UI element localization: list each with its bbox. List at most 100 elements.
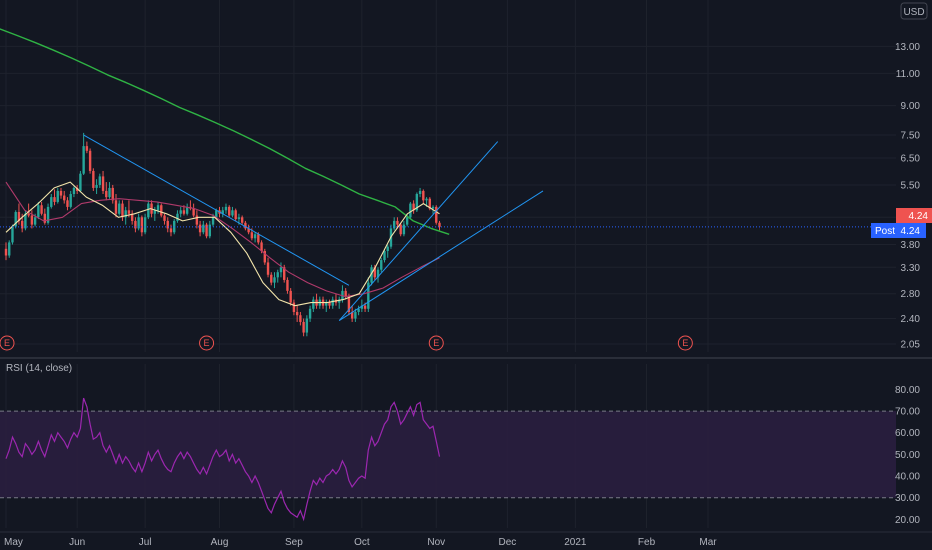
candle (166, 217, 169, 233)
candle-body (292, 302, 296, 312)
price-tick-label: 2.40 (901, 314, 921, 325)
candle (63, 190, 66, 204)
candle (179, 206, 182, 218)
candle-body (169, 228, 173, 233)
candle-body (331, 299, 334, 306)
candle-body (121, 203, 124, 218)
currency-label: USD (903, 7, 924, 18)
price-tick-label: 2.05 (901, 339, 921, 350)
candle (402, 220, 406, 237)
candle (422, 189, 425, 204)
candle (75, 184, 79, 195)
candle-body (202, 224, 205, 233)
candle (40, 201, 43, 216)
rsi-axis[interactable]: 80.00 70.00 60.00 50.00 40.00 30.00 20.00 (895, 385, 920, 526)
candle-body (105, 190, 108, 198)
candle-body (409, 203, 412, 218)
candle (292, 299, 296, 316)
candle-body (198, 224, 202, 233)
candle-body (270, 274, 273, 283)
earnings-circle (677, 335, 693, 351)
candle (169, 224, 173, 237)
price-tick-label: 5.50 (901, 180, 921, 191)
candle (156, 201, 160, 214)
candle-body (215, 210, 218, 218)
candle-body (363, 305, 367, 309)
candle-body (370, 267, 373, 283)
candle (118, 200, 121, 216)
candle-body (263, 251, 266, 263)
trendlines[interactable] (83, 134, 544, 322)
candle-body (195, 215, 199, 225)
earnings-circle (428, 335, 444, 351)
candle (273, 272, 276, 289)
candle-body (43, 213, 47, 223)
candle-body (237, 217, 241, 220)
candle-body (153, 210, 157, 214)
candle (185, 203, 189, 216)
candle (53, 189, 56, 206)
candle-body (312, 299, 315, 309)
candle-body (208, 224, 212, 237)
candle-body (179, 210, 182, 214)
candle (376, 267, 380, 283)
earnings-marker: E (0, 335, 15, 351)
candle (85, 141, 89, 154)
candle-body (182, 210, 186, 214)
candle-body (59, 190, 63, 196)
candle-body (418, 190, 422, 195)
candle-body (260, 242, 263, 252)
candlestick-series[interactable] (4, 132, 441, 337)
rsi-tick-label: 30.00 (895, 493, 920, 504)
candle-body (347, 296, 351, 312)
candle-body (98, 176, 102, 185)
candle-body (163, 215, 166, 221)
candle (59, 187, 63, 199)
candle-body (156, 205, 160, 211)
currency-badge[interactable] (900, 2, 928, 20)
candle (328, 299, 331, 309)
price-tick-label: 6.50 (901, 154, 921, 165)
candle-body (435, 206, 438, 223)
ma-slow-line (0, 28, 450, 235)
candle (308, 305, 312, 322)
candle-body (286, 279, 289, 291)
candle (283, 264, 286, 283)
candle (79, 170, 82, 193)
candle-body (438, 222, 441, 227)
candle (143, 213, 147, 235)
earnings-label: E (682, 338, 688, 348)
candle-body (289, 290, 292, 303)
candle-body (302, 321, 305, 333)
candle (289, 288, 292, 306)
candle-body (95, 184, 98, 188)
price-tick-label: 3.30 (901, 263, 921, 274)
time-tick-label: Mar (699, 537, 717, 548)
candle-body (283, 267, 286, 280)
moving-averages (0, 28, 450, 307)
candle-body (299, 315, 302, 322)
rsi-tick-label: 40.00 (895, 472, 920, 483)
candle-body (354, 311, 357, 319)
candle-body (14, 212, 17, 227)
last-price-value: 4.24 (909, 211, 929, 222)
candle-body (276, 272, 279, 278)
candle-body (393, 220, 396, 229)
candle (137, 213, 140, 231)
rsi-tick-label: 50.00 (895, 450, 920, 461)
price-axis[interactable]: 13.0011.009.007.506.505.504.503.803.302.… (895, 42, 920, 351)
candle (295, 305, 299, 322)
candle (435, 205, 438, 225)
candle (370, 264, 373, 286)
time-axis[interactable]: May Jun Jul Aug Sep Oct Nov Dec 2021 Feb Mar (0, 531, 932, 548)
rsi-title: RSI (14, close) (6, 363, 72, 374)
trendline (338, 190, 544, 322)
candle-body (250, 232, 254, 239)
candle-body (11, 226, 14, 243)
candle (114, 194, 118, 218)
candle-body (147, 203, 150, 218)
candle-body (240, 217, 244, 223)
candle (11, 224, 14, 245)
